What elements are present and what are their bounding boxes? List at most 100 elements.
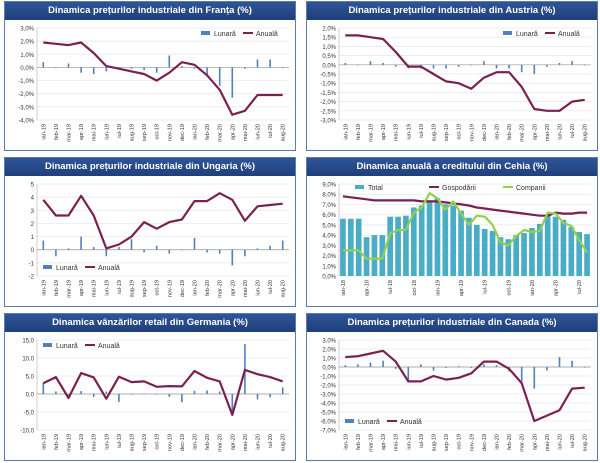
x-tick-label: apr-19: [79, 434, 85, 450]
bar: [118, 247, 120, 250]
x-tick-label: feb-20: [205, 434, 211, 450]
bar: [143, 67, 145, 71]
bar: [546, 367, 548, 371]
legend-swatch: [43, 265, 52, 269]
bar: [369, 362, 372, 367]
bar: [42, 383, 45, 394]
bar: [505, 239, 512, 276]
bar: [143, 249, 145, 253]
x-tick-label: aug-19: [130, 124, 136, 141]
x-tick-label: mar-20: [218, 124, 224, 142]
chart-czech-credit: 0,0% 1,0% 2,0% 3,0% 4,0% 5,0% 6,0% 7,0% 8,0% 9,0%…: [322, 183, 591, 296]
bar: [155, 245, 158, 250]
y-tick-label: 5: [31, 183, 35, 189]
bar: [92, 67, 95, 74]
y-tick-label: 9,0%: [322, 183, 336, 189]
chart-panel-germany-retail: Dinamica vânzărilor retail din Germania …: [4, 313, 296, 461]
bar: [357, 64, 359, 66]
x-tick-label: iul-18: [388, 280, 394, 294]
bar: [105, 249, 108, 257]
chart-title: Dinamica anuală a creditului din Cehia (…: [307, 158, 597, 176]
x-tick-label: ian-19: [41, 124, 47, 140]
bar: [168, 55, 171, 68]
bar: [560, 219, 567, 276]
legend-label: Lunară: [358, 419, 380, 426]
y-tick-label: -4,0%: [320, 402, 336, 408]
x-tick-label: mar-19: [67, 124, 73, 142]
x-tick-label: feb-19: [54, 280, 60, 296]
x-tick-label: sep-19: [142, 434, 148, 451]
bar: [583, 367, 586, 368]
x-tick-label: iul-20: [268, 280, 274, 294]
x-tick-label: feb-19: [54, 124, 60, 140]
bar: [457, 64, 460, 67]
bar: [495, 365, 498, 367]
bar: [143, 393, 145, 395]
bar: [544, 214, 551, 276]
x-tick-label: mai-19: [394, 434, 400, 451]
bar: [55, 67, 57, 69]
legend-swatch: [43, 343, 52, 347]
x-tick-label: aug-20: [281, 124, 287, 141]
x-tick-label: mai-20: [243, 124, 249, 141]
x-tick-label: iul-19: [117, 280, 123, 294]
bar: [55, 391, 57, 394]
y-tick-label: 5,0: [26, 375, 35, 381]
y-tick-label: -2: [29, 275, 35, 281]
y-tick-label: -2,0%: [18, 92, 34, 98]
x-tick-label: ian-19: [41, 280, 47, 296]
bar: [80, 67, 82, 73]
x-tick-label: ian-20: [495, 124, 501, 140]
bar: [256, 248, 259, 250]
x-tick-label: apr-19: [381, 124, 387, 140]
x-tick-label: iul-20: [570, 434, 576, 448]
y-tick-label: -2,0%: [320, 100, 336, 106]
bar: [458, 210, 464, 276]
bar: [410, 207, 417, 276]
x-tick-label: apr-19: [79, 124, 85, 140]
x-tick-label: apr-20: [230, 124, 236, 140]
bar: [521, 233, 527, 276]
bar: [193, 67, 196, 69]
x-tick-label: dec-19: [180, 124, 186, 141]
y-tick-label: 3,0%: [322, 339, 336, 345]
x-tick-label: nov-19: [167, 434, 173, 451]
bar: [558, 62, 561, 65]
bar: [395, 216, 401, 276]
bar: [340, 218, 346, 276]
bar: [420, 364, 422, 367]
x-tick-label: apr-20: [230, 434, 236, 450]
x-tick-label: mar-19: [67, 434, 73, 452]
x-tick-label: ian-19: [435, 280, 441, 296]
y-tick-label: 10,0: [22, 357, 34, 363]
y-tick-label: -1,0%: [18, 79, 34, 85]
legend-label: Anuală: [256, 31, 278, 38]
y-tick-label: 0,5%: [322, 54, 336, 60]
legend-label: Lunară: [516, 31, 538, 38]
x-tick-label: mar-20: [520, 124, 526, 142]
bar: [42, 62, 45, 68]
legend-label: Anuală: [400, 419, 422, 426]
bar: [584, 234, 590, 276]
y-tick-label: -2,5%: [320, 109, 336, 115]
bar: [80, 236, 82, 250]
bar: [55, 249, 57, 257]
series-line: [43, 41, 283, 116]
bar: [344, 365, 347, 367]
y-tick-label: 3,0%: [322, 244, 336, 250]
bar: [193, 237, 196, 250]
legend-swatch: [345, 419, 354, 423]
legend-label: Lunară: [56, 343, 78, 350]
y-tick-label: 6,0%: [322, 213, 336, 219]
bar: [394, 64, 397, 67]
x-tick-label: oct-19: [457, 124, 463, 140]
chart-title: Dinamica vânzărilor retail din Germania …: [5, 314, 295, 332]
bar: [470, 367, 473, 368]
y-tick-label: 4,0%: [322, 234, 336, 240]
y-tick-label: 0: [31, 248, 35, 254]
bar: [473, 224, 480, 276]
bar: [407, 367, 410, 381]
x-tick-label: ian-20: [530, 280, 536, 296]
y-tick-label: -5,0: [24, 411, 35, 417]
x-tick-label: iul-19: [117, 434, 123, 448]
